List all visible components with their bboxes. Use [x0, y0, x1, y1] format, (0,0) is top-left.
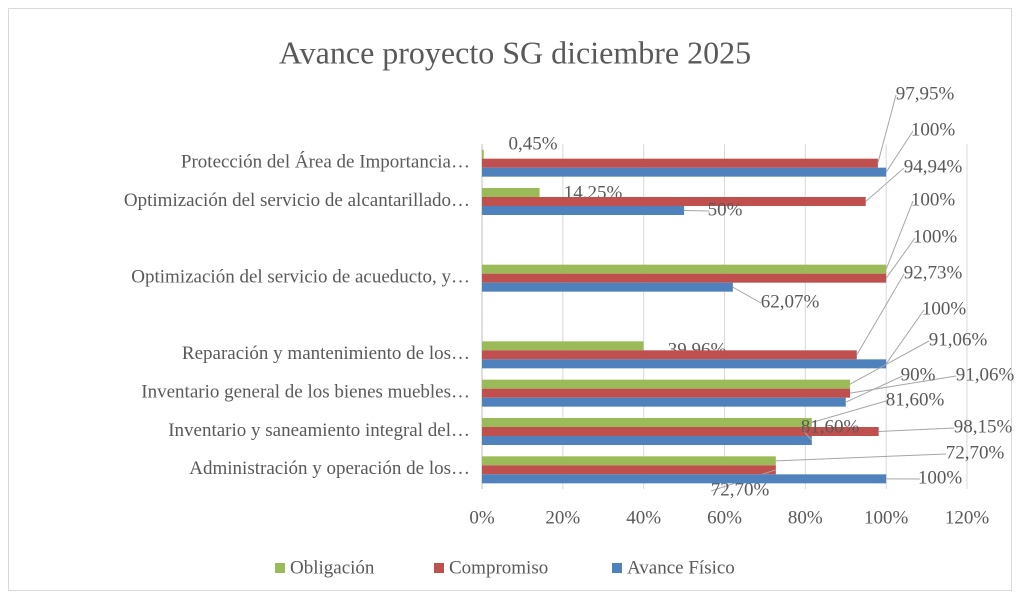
data-label: 81,60% — [886, 389, 945, 410]
data-label: 98,15% — [954, 416, 1013, 437]
leader-line — [800, 427, 813, 441]
data-label: 90% — [901, 364, 936, 385]
leader-line — [878, 427, 955, 432]
bar — [482, 149, 484, 159]
leader-line — [845, 375, 903, 403]
leader-line — [775, 453, 947, 462]
data-label: 72,70% — [711, 479, 770, 500]
bar — [482, 350, 857, 360]
leader-line — [856, 273, 905, 356]
x-tick-label: 60% — [707, 507, 742, 528]
bar — [482, 197, 866, 206]
x-tick-label: 80% — [788, 507, 823, 528]
data-label: 81,60% — [801, 416, 860, 437]
leader-line — [849, 375, 957, 394]
data-label: 100% — [911, 119, 956, 140]
x-tick-label: 120% — [945, 507, 990, 528]
leader-line — [732, 286, 762, 304]
data-label: 72,70% — [946, 442, 1005, 463]
data-label: 0,45% — [508, 133, 557, 154]
data-label: 100% — [918, 467, 963, 488]
leader-line — [885, 200, 914, 270]
data-label: 100% — [913, 226, 958, 247]
bar — [482, 397, 846, 407]
leader-line — [684, 210, 710, 212]
leader-line — [811, 400, 887, 423]
y-tick-label: Inventario general de los bienes muebles… — [141, 382, 470, 403]
chart-border — [8, 8, 1012, 591]
bar — [482, 341, 644, 351]
leader-line — [885, 237, 916, 279]
bar — [482, 436, 812, 445]
bar — [482, 379, 851, 389]
bar — [482, 465, 776, 475]
leader-line — [885, 309, 925, 365]
data-label: 91,06% — [956, 364, 1015, 385]
leader-line — [849, 340, 930, 385]
legend-label: Compromiso — [449, 557, 548, 578]
data-label: 50% — [708, 199, 743, 220]
bar — [482, 474, 887, 484]
bar — [482, 188, 540, 197]
data-label: 91,06% — [929, 329, 988, 350]
bar — [482, 264, 887, 274]
y-tick-label: Inventario y saneamiento integral del… — [168, 420, 470, 441]
data-label: 92,73% — [904, 262, 963, 283]
data-label: 97,95% — [896, 83, 955, 104]
data-label: 94,94% — [904, 156, 963, 177]
y-tick-label: Reparación y mantenimiento de los… — [182, 343, 470, 364]
legend-label: Avance Físico — [627, 557, 735, 578]
bar — [482, 206, 685, 215]
leader-line — [877, 94, 897, 164]
y-tick-label: Optimización del servicio de alcantarill… — [124, 190, 470, 211]
legend-label: Obligación — [290, 557, 375, 578]
bar — [482, 359, 887, 369]
bar — [482, 282, 733, 292]
y-tick-label: Protección del Área de Importancia… — [181, 151, 470, 173]
bar — [482, 388, 851, 398]
data-label: 100% — [911, 189, 956, 210]
bar — [482, 418, 812, 427]
x-tick-label: 40% — [626, 507, 661, 528]
bar — [482, 427, 879, 436]
leader-line — [885, 130, 914, 173]
legend-swatch — [434, 563, 444, 573]
y-tick-label: Administración y operación de los… — [189, 458, 470, 479]
y-tick-label: Optimización del servicio de acueducto, … — [131, 267, 470, 288]
data-label: 100% — [922, 298, 967, 319]
bar — [482, 158, 878, 168]
leader-line — [865, 167, 905, 202]
bar — [482, 273, 887, 283]
data-label: 62,07% — [761, 291, 820, 312]
legend-swatch — [612, 563, 622, 573]
x-tick-label: 0% — [469, 507, 495, 528]
bar — [482, 167, 887, 177]
legend-swatch — [275, 563, 285, 573]
chart-title: Avance proyecto SG diciembre 2025 — [279, 34, 751, 70]
x-tick-label: 20% — [545, 507, 580, 528]
bar — [482, 456, 776, 466]
x-tick-label: 100% — [864, 507, 909, 528]
